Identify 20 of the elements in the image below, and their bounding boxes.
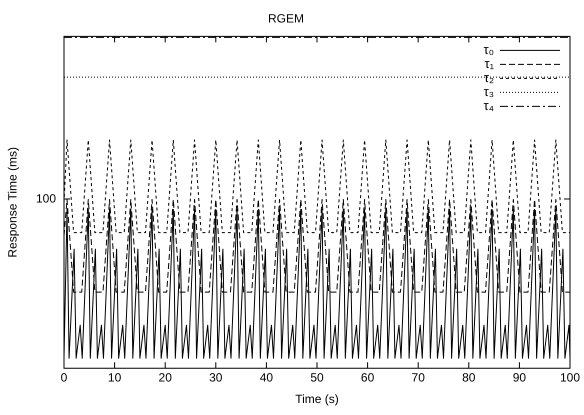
chart-title: RGEM	[268, 12, 304, 26]
x-tick-label: 90	[512, 370, 526, 385]
x-tick-label: 10	[108, 370, 122, 385]
y-axis-title: Response Time (ms)	[6, 146, 20, 258]
x-tick-label: 80	[462, 370, 476, 385]
x-tick-label: 70	[412, 370, 426, 385]
legend-label: τ₂	[484, 70, 494, 85]
x-tick-label: 20	[158, 370, 172, 385]
text: 100	[36, 191, 56, 206]
legend-label: τ₀	[483, 42, 494, 57]
x-axis-title: Time (s)	[295, 392, 339, 406]
x-tick-label: 60	[360, 370, 375, 385]
x-tick-label: 0	[60, 370, 68, 385]
x-tick-label: 30	[209, 370, 223, 385]
legend-label: τ₃	[484, 84, 494, 99]
legend-label: τ₄	[484, 98, 494, 113]
x-tick-label: 40	[260, 370, 274, 385]
x-tick-label: 100	[560, 370, 580, 385]
x-tick-label: 50	[310, 370, 324, 385]
legend-label: τ₁	[484, 56, 495, 71]
